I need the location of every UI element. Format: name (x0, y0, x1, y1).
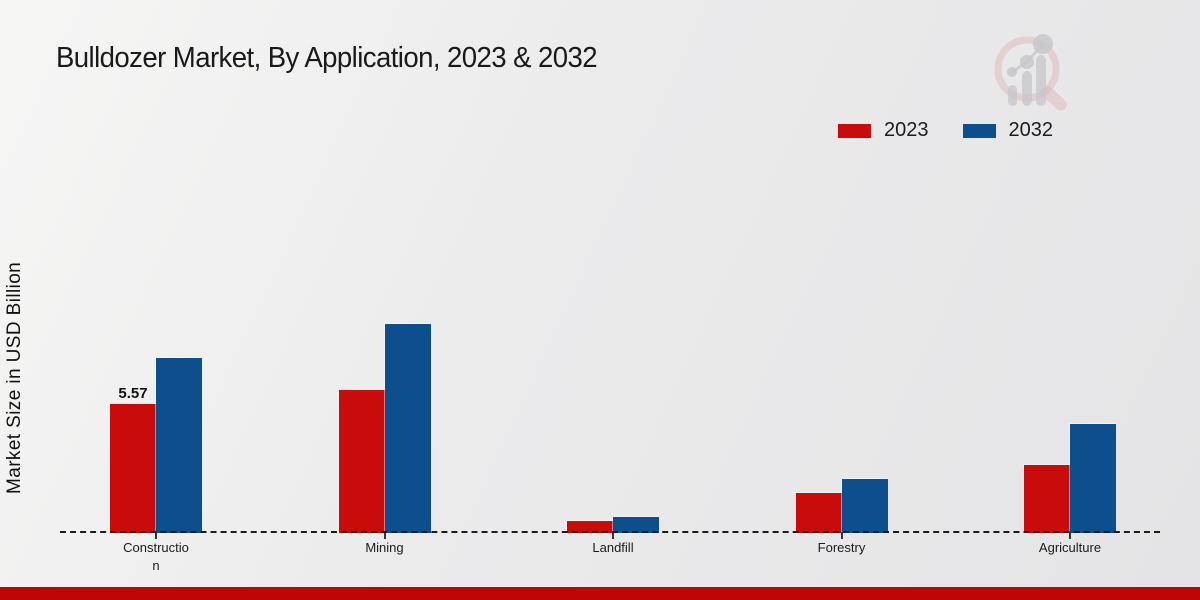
x-axis-tick-landfill (612, 533, 614, 539)
bar-forestry-2023 (795, 493, 842, 533)
category-label-landfill: Landfill (592, 540, 634, 555)
category-label-agriculture: Agriculture (1038, 540, 1102, 555)
x-axis-baseline (60, 531, 1160, 533)
legend-swatch-2032 (962, 123, 996, 138)
category-label-construction: Constructio n (123, 540, 189, 573)
bar-value-label-construction-2023: 5.57 (118, 385, 148, 402)
legend-item-2023: 2023 (838, 119, 929, 142)
bar-landfill-2023 (567, 521, 613, 533)
bar-landfill-2032 (613, 517, 659, 533)
bar-agriculture-2032 (1070, 424, 1116, 533)
legend-label: 2032 (1008, 119, 1054, 141)
bar-agriculture-2023 (1024, 465, 1070, 533)
category-label-forestry: Forestry (817, 540, 866, 555)
legend: 2023 2032 (838, 119, 1053, 142)
bar-mining-2032 (384, 324, 431, 533)
x-axis-tick-agriculture (1069, 533, 1071, 539)
x-axis-tick-forestry (840, 533, 843, 539)
legend-item-2032: 2032 (962, 119, 1054, 142)
bar-mining-2023 (338, 390, 385, 533)
x-axis-tick-mining (383, 533, 386, 539)
legend-swatch-2023 (838, 123, 871, 138)
bar-construction-2032 (156, 358, 202, 533)
category-label-mining: Mining (365, 540, 404, 555)
chart-title: Bulldozer Market, By Application, 2023 &… (56, 42, 598, 74)
bar-construction-2023 (110, 404, 156, 533)
y-axis-label: Market Size in USD Billion (4, 261, 25, 494)
magnifier-bar-chart-watermark-icon (994, 34, 1067, 111)
bar-forestry-2032 (841, 479, 888, 533)
legend-label: 2023 (884, 119, 929, 141)
x-axis-tick-construction (155, 533, 157, 539)
footer-accent-band (0, 587, 1200, 600)
